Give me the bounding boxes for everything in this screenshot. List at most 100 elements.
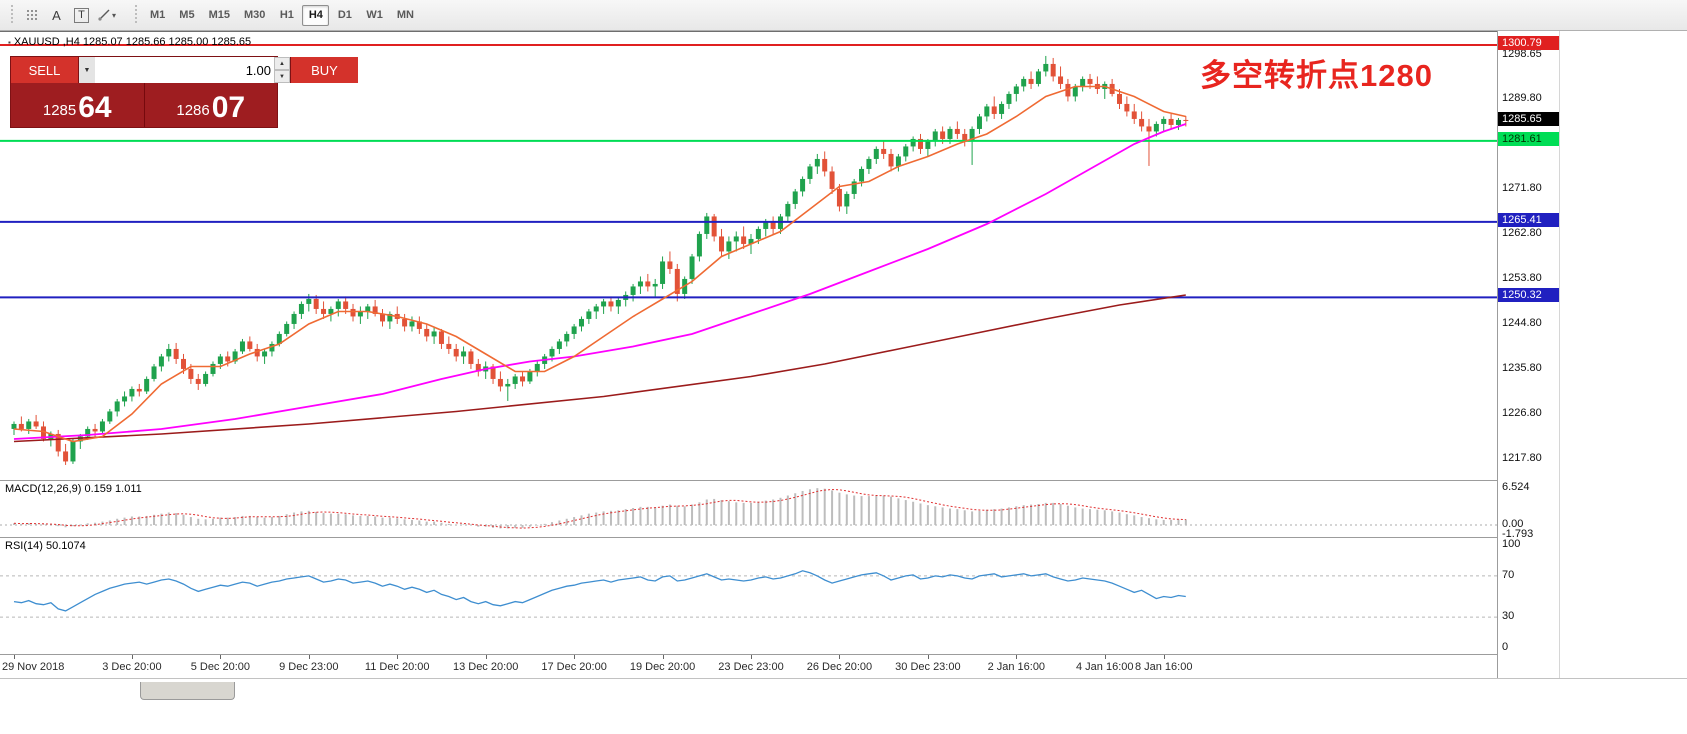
macd-label: MACD(12,26,9) 0.159 1.011 [5, 483, 142, 495]
time-axis-label: 3 Dec 20:00 [102, 661, 162, 673]
price-tick-label: 1244.80 [1502, 316, 1542, 329]
macd-canvas[interactable] [0, 481, 1497, 537]
time-axis-label: 23 Dec 23:00 [718, 661, 784, 673]
toolbar-gripper[interactable] [9, 5, 14, 25]
volume-up-button[interactable]: ▲ [274, 57, 290, 70]
price-tick-label: 1262.80 [1502, 226, 1542, 239]
rsi-canvas[interactable] [0, 538, 1497, 654]
price-tick-label: 1217.80 [1502, 451, 1542, 464]
timeframe-w1[interactable]: W1 [360, 5, 389, 26]
text-tool-button[interactable]: T [69, 4, 94, 26]
volume-dropdown-button[interactable]: ▼ [79, 57, 95, 83]
bid-price-pips: 64 [78, 91, 112, 124]
price-tick-label: 1298.65 [1502, 47, 1542, 60]
time-tick [1104, 655, 1106, 659]
time-axis-label: 5 Dec 20:00 [190, 661, 251, 673]
shapes-tool-button[interactable]: ▾ [94, 4, 119, 26]
timeframe-m30[interactable]: M30 [238, 5, 271, 26]
volume-down-button[interactable]: ▼ [274, 70, 290, 83]
bottom-bar [0, 678, 1687, 734]
macd-signal-line [13, 488, 1186, 529]
price-level-badge: 1250.32 [1498, 288, 1560, 303]
volume-box: ▼ ▲ ▼ [78, 57, 291, 83]
macd-tick-label: 0.00 [1502, 518, 1524, 530]
time-tick [927, 655, 929, 659]
order-buttons-row: SELL ▼ ▲ ▼ BUY [11, 57, 358, 83]
time-tick [308, 655, 310, 659]
timeframe-d1[interactable]: D1 [331, 5, 358, 26]
time-tick [397, 655, 399, 659]
time-axis-label: 9 Dec 23:00 [279, 661, 339, 673]
symbol-ohlc-text: XAUUSD ,H4 1285.07 1285.66 1285.00 1285.… [13, 36, 252, 48]
price-level-badge: 1281.61 [1498, 131, 1560, 146]
price-tick-label: 1271.80 [1502, 181, 1542, 194]
time-axis-label: 4 Jan 16:00 [1076, 661, 1134, 673]
time-axis-label: 8 Jan 16:00 [1134, 661, 1193, 673]
bid-ask-row: 1285 64 1286 07 [11, 83, 277, 127]
timeframe-m5[interactable]: M5 [173, 5, 200, 26]
ask-price-pips: 07 [211, 91, 246, 124]
price-level-badge: 1265.41 [1498, 212, 1560, 227]
chevron-down-icon: ▾ [111, 10, 116, 20]
timeframe-h4[interactable]: H4 [302, 4, 330, 26]
current-price-badge: 1285.65 [1498, 111, 1560, 126]
time-tick [220, 655, 222, 659]
ma-fast-line [13, 85, 1186, 443]
time-axis-label: 26 Dec 20:00 [806, 661, 873, 673]
time-tick [1016, 655, 1018, 659]
rsi-line [13, 570, 1186, 612]
dots-grid-icon [25, 9, 38, 21]
chart-tab[interactable] [140, 682, 235, 700]
ma-mid-line [13, 123, 1187, 440]
time-axis-label: 17 Dec 20:00 [541, 661, 607, 673]
chart-marker-icon: ▪ [8, 38, 11, 47]
price-tick-label: 1226.80 [1502, 406, 1542, 419]
price-tick-label: 1253.80 [1502, 271, 1542, 284]
timeframe-mn[interactable]: MN [391, 5, 420, 26]
time-tick [662, 655, 664, 659]
time-axis-label: 29 Nov 2018 [2, 661, 65, 673]
rsi-label: RSI(14) 50.1074 [5, 540, 86, 552]
buy-button[interactable]: BUY [291, 57, 358, 83]
grid-icon[interactable] [19, 4, 44, 26]
volume-spinner: ▲ ▼ [274, 57, 290, 83]
rsi-tick-label: 30 [1502, 610, 1515, 623]
chart-area: ▪ XAUUSD ,H4 1285.07 1285.66 1285.00 1285… [0, 31, 1687, 678]
annotation-text: 多空转折点1280 [1200, 58, 1433, 93]
time-axis-label: 2 Jan 16:00 [987, 661, 1046, 673]
rsi-tick-label: 0 [1502, 641, 1509, 653]
sell-button[interactable]: SELL [11, 57, 78, 83]
price-tick-label: 1235.80 [1502, 361, 1542, 374]
price-tick-label: 1289.80 [1502, 91, 1542, 104]
horizontal-levels [0, 44, 1497, 299]
text-tool-label: T [74, 7, 89, 23]
volume-input[interactable] [95, 57, 274, 83]
ma-slow-line [13, 294, 1186, 443]
ask-price: 1286 07 [145, 83, 278, 127]
rsi-tick-label: 70 [1502, 568, 1515, 581]
time-tick [1163, 655, 1165, 659]
macd-pane: MACD(12,26,9) 0.159 1.011 [0, 481, 1497, 538]
timeframe-h1[interactable]: H1 [273, 5, 300, 26]
cursor-tool-button[interactable]: A [44, 4, 69, 26]
shapes-icon [98, 9, 110, 21]
time-tick [131, 655, 133, 659]
timeframe-m1[interactable]: M1 [144, 5, 171, 26]
price-axis[interactable]: 1298.65 1289.80 1271.80 1262.80 1253.80 1244.… [1497, 31, 1560, 678]
time-axis[interactable]: 29 Nov 2018 3 Dec 20:00 5 Dec 20:00 9 Dec 2… [0, 655, 1497, 678]
rsi-pane: RSI(14) 50.1074 [0, 538, 1497, 655]
candlestick-chart-canvas[interactable] [0, 32, 1497, 480]
rsi-tick-label: 100 [1502, 538, 1521, 550]
cursor-tool-label: A [52, 7, 61, 23]
time-tick [839, 655, 841, 659]
time-axis-label: 11 Dec 20:00 [364, 661, 430, 673]
top-toolbar: A T ▾ M1 M5 M15 M30 H1 H4 D1 W1 MN [0, 0, 1687, 31]
timeframe-m15[interactable]: M15 [203, 5, 236, 26]
symbol-ohlc-line: ▪ XAUUSD ,H4 1285.07 1285.66 1285.00 1285… [8, 36, 251, 48]
right-filler [1559, 31, 1687, 678]
bid-price: 1285 64 [11, 83, 145, 127]
toolbar-gripper-2[interactable] [133, 5, 138, 25]
time-axis-label: 13 Dec 20:00 [452, 661, 519, 673]
macd-tick-label: 6.524 [1502, 481, 1530, 493]
